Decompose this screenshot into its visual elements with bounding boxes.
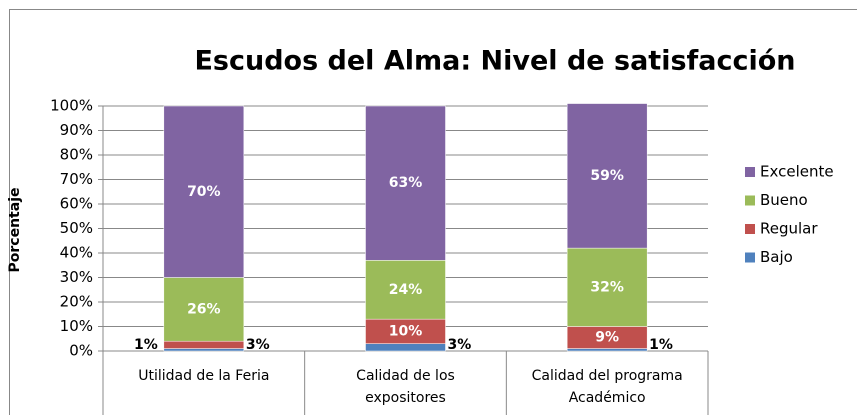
bar-segment <box>566 103 648 249</box>
legend-label: Bueno <box>760 191 808 209</box>
value-label: 3% <box>448 337 472 353</box>
x-tick-label: Calidad del programa Académico <box>532 368 683 406</box>
y-tick-label: 10% <box>60 317 93 335</box>
y-axis-label: Porcentaje <box>7 188 23 273</box>
legend-label: Bajo <box>760 248 793 266</box>
y-tick-label: 70% <box>60 170 93 188</box>
y-tick-label: 20% <box>60 293 93 311</box>
chart-title: Escudos del Alma: Nivel de satisfacción <box>194 46 795 77</box>
y-tick-label: 40% <box>60 244 93 262</box>
bar-segment <box>566 247 648 327</box>
value-label: 3% <box>246 337 270 353</box>
bar-segment <box>365 318 446 344</box>
value-label: 59% <box>590 168 624 184</box>
legend-swatch <box>745 195 755 206</box>
y-tick-label: 80% <box>60 146 93 164</box>
value-label: 1% <box>649 337 673 353</box>
y-tick-label: 30% <box>60 268 93 286</box>
y-tick-label: 100% <box>50 97 93 115</box>
bar-segment <box>163 277 245 342</box>
bar-segment <box>365 260 446 320</box>
bar-segment <box>163 348 245 352</box>
value-label: 1% <box>134 337 158 353</box>
legend-swatch <box>745 252 755 263</box>
legend-swatch <box>745 224 755 234</box>
legend-label: Regular <box>760 220 818 238</box>
x-tick-label: Calidad de los expositores <box>356 368 455 406</box>
bar-segment <box>365 343 446 352</box>
legend-swatch <box>745 167 755 177</box>
y-tick-label: 50% <box>60 219 93 237</box>
value-label: 70% <box>187 184 221 200</box>
value-label: 24% <box>389 282 423 298</box>
value-label: 63% <box>389 175 423 191</box>
value-label: 32% <box>590 279 624 295</box>
y-tick-label: 90% <box>60 121 93 139</box>
y-tick-label: 0% <box>69 342 93 360</box>
bar-segment <box>365 105 446 261</box>
legend-label: Excelente <box>760 163 834 181</box>
value-label: 10% <box>389 323 423 339</box>
x-tick-label: Utilidad de la Feria <box>138 368 269 384</box>
y-tick-label: 60% <box>60 195 93 213</box>
bar-segment <box>163 105 245 278</box>
bar-segment <box>566 348 648 352</box>
bar-segment <box>163 340 245 349</box>
value-label: 26% <box>187 301 221 317</box>
value-label: 9% <box>595 330 619 346</box>
